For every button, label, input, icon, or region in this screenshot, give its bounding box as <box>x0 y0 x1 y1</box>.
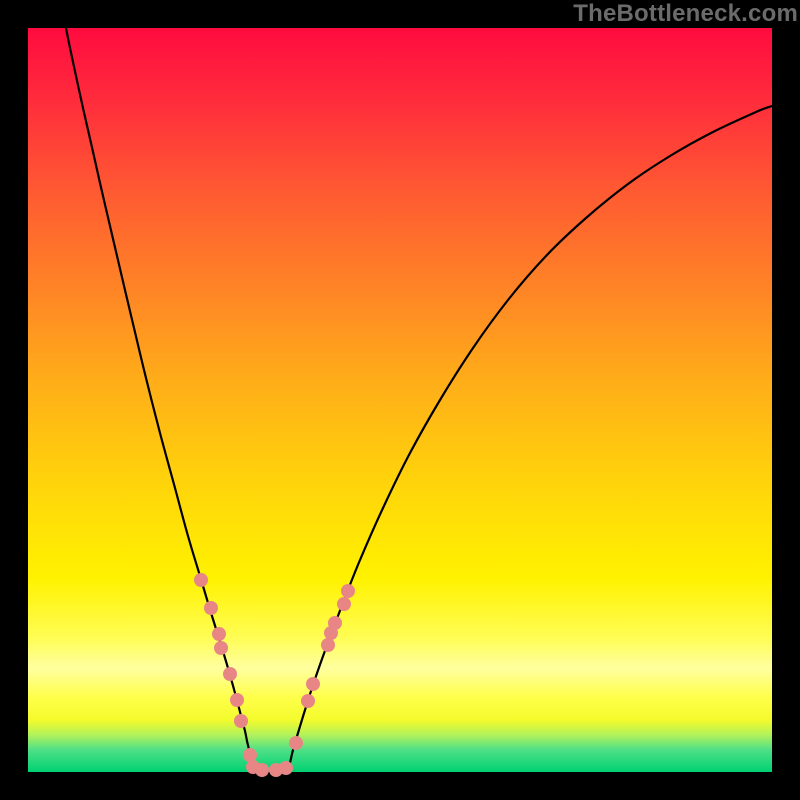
curve-left-branch <box>66 28 252 772</box>
marker-dot <box>230 693 244 707</box>
marker-dot <box>214 641 228 655</box>
marker-dot <box>321 638 335 652</box>
curve-layer <box>28 28 772 772</box>
curve-right-branch <box>288 106 772 772</box>
marker-dot <box>234 714 248 728</box>
marker-dot <box>255 763 269 777</box>
marker-dot <box>328 616 342 630</box>
marker-dot <box>289 736 303 750</box>
marker-dot <box>301 694 315 708</box>
watermark-text: TheBottleneck.com <box>573 0 798 28</box>
marker-dot <box>194 573 208 587</box>
marker-dot <box>212 627 226 641</box>
marker-dot <box>337 597 351 611</box>
marker-group <box>194 573 355 777</box>
marker-dot <box>223 667 237 681</box>
marker-dot <box>204 601 218 615</box>
marker-dot <box>279 761 293 775</box>
marker-dot <box>341 584 355 598</box>
plot-area <box>28 28 772 772</box>
marker-dot <box>306 677 320 691</box>
marker-dot <box>243 748 257 762</box>
